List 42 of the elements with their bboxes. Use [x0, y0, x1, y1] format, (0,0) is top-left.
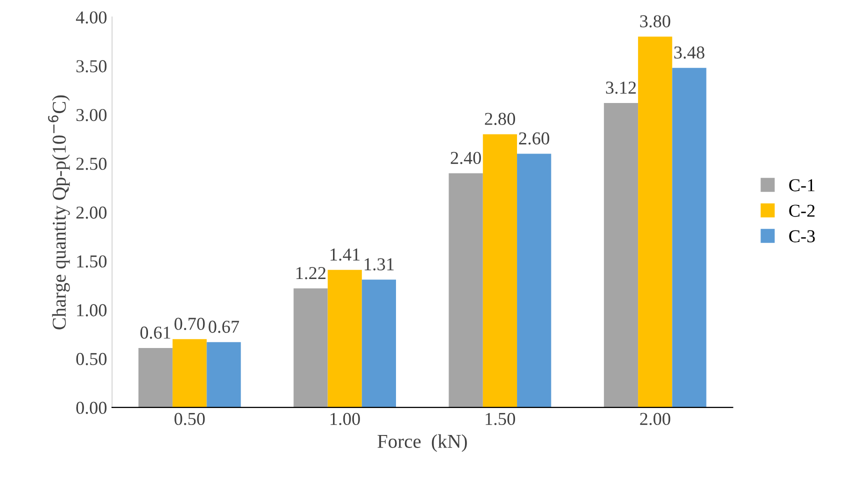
y-axis-title: Charge quantity Qp-p(10$^{−6}$C) — [48, 95, 70, 330]
data-label: 0.61 — [140, 326, 170, 339]
y-tick-label: 1.00 — [77, 304, 107, 316]
bar — [482, 134, 518, 408]
bar — [672, 68, 706, 408]
legend-label: C-1 — [789, 179, 814, 192]
y-tick-label: 3.50 — [76, 60, 107, 72]
data-label: 3.12 — [606, 82, 636, 94]
x-tick-label: 1.50 — [486, 412, 516, 426]
x-tick-label: 1.00 — [330, 412, 360, 426]
data-label: 1.31 — [364, 258, 394, 270]
legend-label: C-3 — [789, 230, 815, 242]
bar — [294, 288, 328, 408]
data-label: 3.80 — [640, 15, 670, 28]
y-tick-label: 2.00 — [76, 206, 107, 219]
bar — [638, 36, 672, 408]
y-tick-label: 0.00 — [76, 402, 107, 414]
data-label: 2.60 — [519, 132, 550, 145]
bar — [172, 339, 207, 408]
data-label: 2.80 — [484, 112, 516, 126]
bar — [328, 270, 362, 408]
bar — [206, 342, 241, 408]
y-tick-label: 3.00 — [76, 108, 107, 122]
bar — [448, 173, 483, 408]
data-label: 0.67 — [208, 320, 240, 333]
bar — [517, 154, 552, 408]
legend-label: C-2 — [789, 204, 815, 217]
x-axis-title: Force (kN) — [378, 434, 467, 452]
bar — [362, 280, 396, 408]
x-tick-label: 0.50 — [174, 412, 205, 426]
data-label: 1.41 — [330, 248, 360, 261]
bar — [138, 348, 173, 408]
data-label: 2.40 — [450, 152, 481, 164]
data-label: 0.70 — [174, 318, 205, 330]
x-tick-label: 2.00 — [640, 412, 670, 426]
data-label: 1.22 — [296, 267, 326, 280]
data-label: 3.48 — [674, 46, 704, 59]
y-tick-label: 2.50 — [76, 158, 107, 170]
y-tick-label: 4.00 — [76, 11, 107, 24]
bar — [604, 102, 638, 408]
y-tick-label: 1.50 — [77, 255, 107, 268]
y-tick-label: 0.50 — [76, 352, 107, 366]
